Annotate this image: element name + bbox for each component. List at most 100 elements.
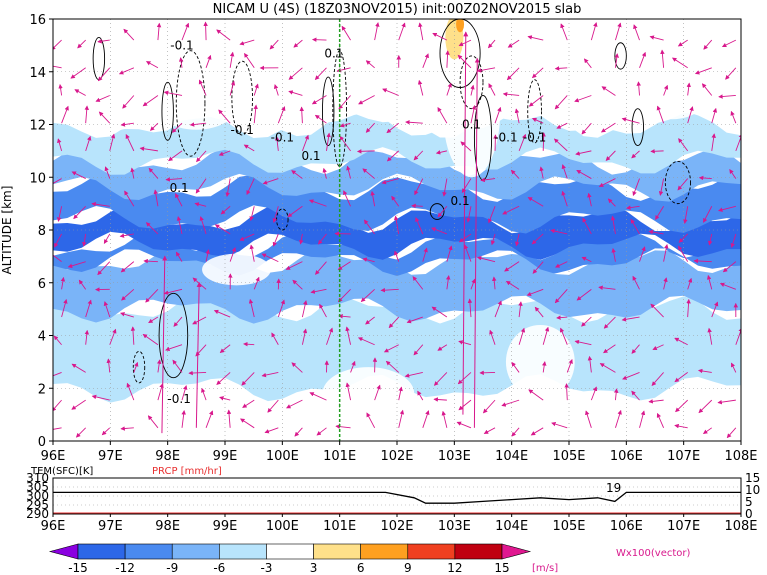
wind-vector (550, 228, 568, 235)
surface-right-tick-label: 10 (745, 483, 760, 497)
wind-vector (394, 250, 400, 262)
wind-vector (53, 427, 62, 430)
wind-vector (686, 298, 691, 318)
wind-vector (226, 409, 232, 428)
wind-vector (301, 328, 308, 345)
wind-vector (678, 233, 688, 243)
surface-x-tick-label: 107E (667, 519, 700, 534)
wind-vector (216, 372, 231, 385)
wind-vector (731, 362, 737, 373)
wind-vector (574, 95, 592, 103)
wind-vector (124, 190, 135, 207)
wind-vector (639, 410, 646, 428)
wind-vector (412, 276, 424, 290)
wind-vector (61, 298, 68, 318)
wind-vector (431, 306, 448, 318)
wind-vector (648, 229, 664, 235)
surface-panel: TEM(SFC)[K] PRCP [mm/hr] 290295300305310… (26, 466, 760, 534)
wind-vector (311, 95, 327, 105)
wind-vector (163, 90, 183, 96)
wind-vector (553, 138, 568, 152)
wind-vector (561, 164, 568, 179)
wind-vector (248, 298, 255, 318)
wind-vector (528, 95, 544, 107)
contour-label: 0.1 (324, 46, 343, 60)
x-tick-label: 100E (266, 449, 299, 464)
wind-vector (614, 53, 619, 68)
wind-vector (229, 247, 236, 262)
wind-vector (370, 190, 376, 207)
x-axis-ticks: 96E 97E 98E 99E 100E 101E 102E 103E 104E 105E 106E… (41, 441, 758, 464)
wind-vector (343, 190, 351, 207)
wind-vector (461, 178, 472, 194)
wind-vector (219, 396, 231, 401)
wind-vector (417, 390, 424, 401)
colorbar-tick-label: -9 (166, 561, 178, 575)
contour-loop (231, 60, 253, 136)
wind-vector (651, 372, 664, 386)
wind-vector (130, 326, 136, 345)
wind-vector (648, 399, 664, 404)
weak-wind-patch (632, 55, 713, 120)
wind-vector (711, 301, 719, 318)
x-tick-label: 98E (155, 449, 180, 464)
colorbar-unit: [m/s] (532, 563, 558, 574)
wind-vector (506, 67, 520, 81)
wind-vector (249, 244, 255, 262)
wind-vector (515, 233, 520, 247)
wind-vector (156, 22, 162, 41)
wind-vector (95, 95, 110, 102)
wind-vector (56, 206, 63, 222)
x-tick-label: 108E (724, 449, 757, 464)
wind-vector (157, 383, 164, 401)
wind-vector (53, 178, 62, 184)
wind-vector (360, 289, 375, 303)
wind-vector (103, 233, 111, 244)
wind-vector (165, 344, 183, 352)
wind-vector (687, 277, 693, 290)
wind-vector (463, 244, 472, 262)
wind-vector (57, 138, 63, 151)
wind-vector (203, 21, 208, 41)
colorbar-segment (407, 543, 456, 560)
wind-vector (382, 88, 399, 96)
contour-loop (322, 76, 335, 147)
contour-label: 0.1 (301, 149, 320, 163)
positive-wind-core (456, 19, 465, 33)
wind-vector (431, 227, 448, 235)
wind-vector (120, 312, 134, 318)
x-tick-label: 107E (667, 449, 700, 464)
wind-vector (693, 258, 712, 264)
wind-vector (104, 166, 111, 179)
wind-vector (422, 53, 429, 68)
wind-vector (411, 203, 423, 209)
wind-vector (350, 360, 356, 373)
wind-vector (576, 288, 592, 301)
wind-vector (292, 279, 303, 290)
wind-vector (277, 299, 285, 318)
wind-vector (339, 135, 351, 152)
colorbar-end-left (48, 543, 79, 560)
contour-label: -0.1 (230, 123, 253, 137)
wind-vector (309, 392, 327, 401)
surface-x-ticks: 96E 97E 98E 99E 100E 101E 102E 103E 104E 105E 106E… (41, 514, 758, 534)
wind-vector (445, 50, 450, 68)
wind-vector (383, 344, 399, 353)
wind-vector (91, 201, 110, 207)
wind-vector (683, 206, 689, 224)
colorbar-segment (124, 543, 173, 560)
wind-vector (674, 372, 688, 383)
wind-vector (82, 233, 87, 247)
wind-vector (101, 427, 111, 436)
wind-vector (53, 335, 62, 346)
y-tick-label: 14 (29, 66, 46, 81)
wind-vector (142, 333, 159, 346)
wind-vector (530, 427, 544, 436)
wind-vector (53, 399, 62, 412)
wind-vector (556, 315, 568, 320)
surface-annotation: 19 (606, 481, 621, 495)
wind-vector (466, 206, 472, 223)
wind-vector (205, 249, 210, 262)
wind-vector (84, 105, 89, 124)
chart-title: NICAM U (4S) (18Z03NOV2015) init:00Z02NO… (213, 2, 582, 17)
